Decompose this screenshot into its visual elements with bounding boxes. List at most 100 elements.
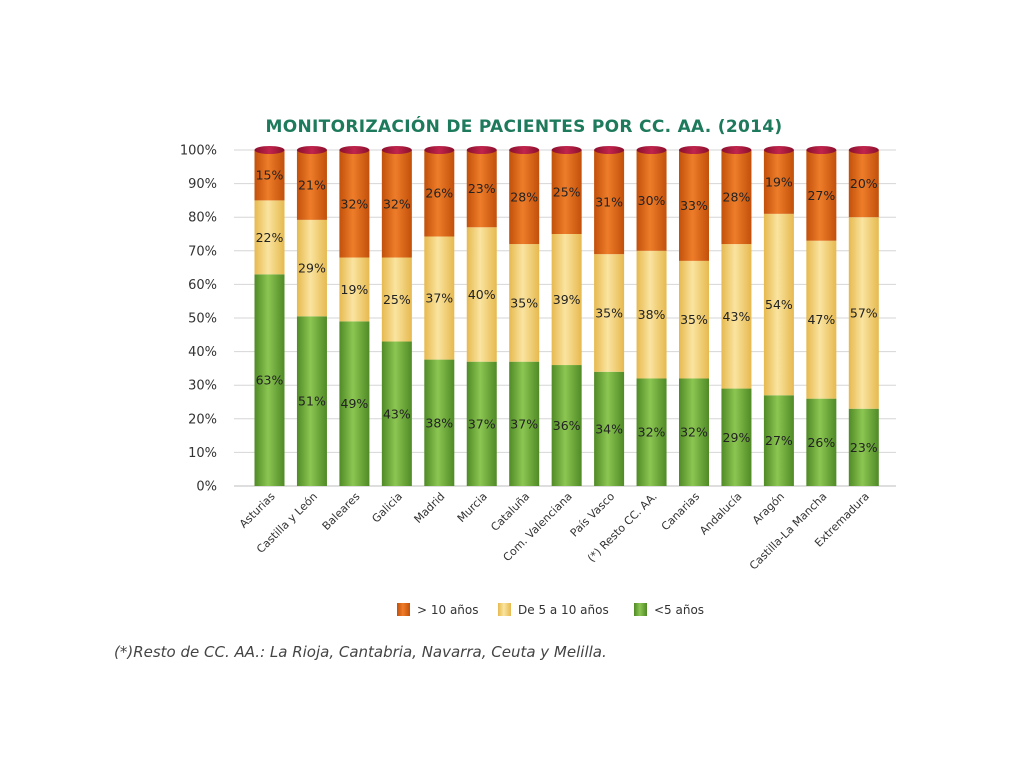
x-category-label: Aragón [750,490,787,527]
bar-value-label: 25% [383,292,411,307]
bars [254,146,879,486]
bar-segment [339,150,370,258]
bar-segment [339,321,370,486]
x-category-label: Baleares [320,490,363,533]
bar-segment [679,378,709,486]
bar-cap [848,146,879,154]
bar-value-label: 43% [723,309,751,324]
bar-segment [381,150,412,258]
bar-cap [721,146,752,154]
bar-value-label: 28% [723,190,751,205]
bar-segment [551,150,582,234]
bar-cap [806,146,837,154]
bar-segment [721,244,752,389]
bar-segment [679,150,709,261]
y-tick-label: 40% [188,345,217,360]
bar-segment [806,240,837,399]
bar-value-label: 35% [595,305,623,320]
bar-segment [466,227,497,362]
bar-segment [509,244,540,362]
bar-segment [296,316,327,486]
bar-value-label: 39% [553,292,581,307]
bar-segment [254,274,285,486]
bar-value-label: 31% [595,195,623,210]
bar-segment [296,219,327,317]
bar-segment [636,378,667,486]
bar-value-label: 38% [638,307,666,322]
bar-segment [721,388,752,486]
bar-cap [424,146,455,154]
bar-segment [466,361,497,486]
x-category-label: Andalucía [697,490,744,537]
bar-value-label: 30% [638,193,666,208]
bar-segment [848,217,879,409]
bar-cap [466,146,497,154]
bar-value-label: 29% [298,261,326,276]
bar-value-label: 54% [765,297,793,312]
bar-value-label: 38% [425,415,453,430]
bar-value-label: 47% [807,312,835,327]
bar-cap [679,146,709,154]
bar-value-label: 51% [298,394,326,409]
bar-value-label: 37% [425,291,453,306]
bar-value-label: 57% [850,305,878,320]
y-tick-label: 50% [188,312,217,327]
bar-cap [254,146,285,154]
x-category-label: Asturias [237,490,278,531]
bar-value-label: 36% [553,418,581,433]
bar-cap [594,146,625,154]
bar-cap [636,146,667,154]
x-category-label: Murcia [455,490,490,525]
bar-cap [551,146,582,154]
bar-segment [636,250,667,379]
bar-segment [509,150,540,245]
bar-value-label: 28% [510,190,538,205]
bar-value-label: 32% [383,196,411,211]
bar-segment [594,254,625,372]
bar-segment [679,260,709,379]
y-axis-ticks: 0% 10% 20% 30% 40% 50% 60% 70% 80% 90% 100% [180,144,217,495]
bar-value-label: 32% [680,425,708,440]
y-tick-label: 100% [180,144,217,159]
bar-segment [763,150,794,214]
bar-value-label: 43% [383,406,411,421]
bar-value-label: 26% [807,435,835,450]
y-tick-label: 80% [188,211,217,226]
bar-value-label: 21% [298,177,326,192]
bar-segment [381,341,412,486]
bar-value-label: 23% [850,440,878,455]
bar-segment [381,257,412,342]
bar-value-label: 63% [256,373,284,388]
footnote: (*)Resto de CC. AA.: La Rioja, Cantabria… [114,643,607,661]
bar-segment [763,395,794,486]
legend-label: <5 años [654,603,704,617]
y-tick-label: 30% [188,379,217,394]
bar-value-label: 33% [680,198,708,213]
bar-segment [424,150,455,237]
bar-cap [296,146,327,154]
x-category-label: Castilla-La Mancha [747,490,830,573]
bar-segment [551,365,582,486]
bar-segment [424,359,455,486]
bar-segment [763,213,794,396]
bar-cap [763,146,794,154]
bar-value-label: 27% [765,433,793,448]
y-tick-label: 60% [188,278,217,293]
y-tick-label: 10% [188,446,217,461]
bar-value-label: 26% [425,186,453,201]
bar-segment [339,257,370,322]
bar-value-label: 37% [468,416,496,431]
bar-segment [636,150,667,251]
chart-title: MONITORIZACIÓN DE PACIENTES POR CC. AA. … [266,115,783,137]
bar-segment [254,200,285,275]
value-labels: 63% 22% 15% 51% 29% 21% 49% 19% 32% 43% 25% 32% 38% 3… [256,168,878,455]
y-tick-label: 70% [188,244,217,259]
bar-value-label: 23% [468,181,496,196]
bar-value-label: 49% [341,396,369,411]
legend-swatch [498,603,511,616]
bar-segment [509,361,540,486]
x-category-label: Madrid [412,490,448,526]
bar-segment [806,398,837,486]
bar-segment [594,371,625,486]
